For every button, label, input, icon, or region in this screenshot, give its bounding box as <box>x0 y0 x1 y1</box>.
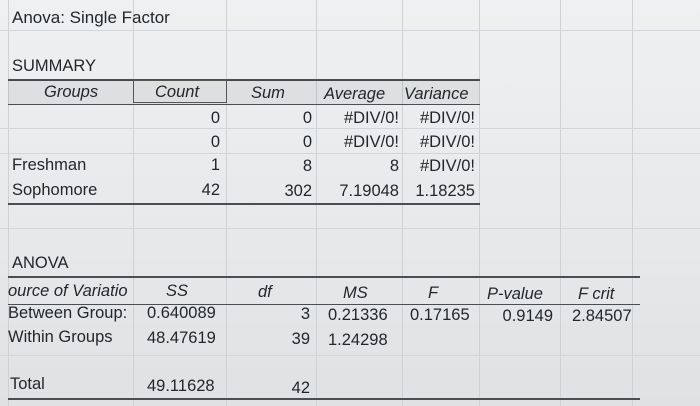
anova-bottom-rule <box>8 398 640 400</box>
grid-line <box>560 0 561 406</box>
average-value: #DIV/0! <box>343 133 399 151</box>
ss-value: 48.47619 <box>147 329 216 347</box>
total-ss-value: 49.11628 <box>147 377 215 395</box>
sum-value: 0 <box>302 133 312 151</box>
sum-value: 0 <box>302 109 312 127</box>
variance-value: #DIV/0! <box>419 157 475 175</box>
group-name: Sophomore <box>12 181 98 199</box>
variance-value: #DIV/0! <box>419 133 475 151</box>
ss-value: 0.640089 <box>147 304 216 322</box>
ms-value: 0.21336 <box>328 306 388 324</box>
header-count: Count <box>155 83 200 101</box>
summary-label: SUMMARY <box>12 57 97 75</box>
group-name: Freshman <box>12 156 87 174</box>
anova-title: Anova: Single Factor <box>12 8 170 27</box>
header-f: F <box>428 284 439 302</box>
anova-top-rule <box>8 276 640 278</box>
ms-value: 1.24298 <box>328 331 388 349</box>
total-df-value: 42 <box>291 379 310 397</box>
average-value: 7.19048 <box>339 182 399 200</box>
summary-header-rule <box>8 104 480 105</box>
grid-line <box>0 30 700 31</box>
variance-value: #DIV/0! <box>419 109 475 127</box>
sum-value: 8 <box>302 157 312 175</box>
f-crit-value: 2.84507 <box>572 307 632 325</box>
count-value: 0 <box>210 109 220 127</box>
header-f-crit: F crit <box>578 285 615 303</box>
summary-header-band <box>8 80 480 104</box>
average-value: 8 <box>389 157 399 175</box>
grid-line <box>0 355 700 356</box>
p-value: 0.9149 <box>502 307 553 325</box>
header-ss: SS <box>166 282 189 300</box>
selected-cell-outline[interactable] <box>133 80 227 103</box>
df-value: 39 <box>291 330 310 348</box>
anova-header-rule <box>8 304 640 305</box>
grid-line <box>632 0 633 406</box>
header-p-value: P-value <box>487 285 543 303</box>
header-groups: Groups <box>44 83 99 101</box>
header-average: Average <box>324 85 386 103</box>
variance-value: 1.18235 <box>415 182 475 200</box>
grid-line <box>0 228 700 229</box>
count-value: 42 <box>201 181 220 199</box>
sum-value: 302 <box>284 182 312 200</box>
header-source-of-variation: ource of Variatio <box>8 282 128 300</box>
header-variance: Variance <box>404 85 469 103</box>
grid-line <box>0 153 700 154</box>
count-value: 1 <box>210 156 220 174</box>
count-value: 0 <box>210 133 220 151</box>
summary-bottom-rule <box>8 203 480 205</box>
anova-label: ANOVA <box>12 254 69 272</box>
grid-line <box>0 128 700 129</box>
average-value: #DIV/0! <box>343 109 399 127</box>
source-name: Within Groups <box>8 328 113 346</box>
header-sum: Sum <box>251 84 285 102</box>
header-ms: MS <box>343 284 368 302</box>
f-value: 0.17165 <box>410 306 470 324</box>
total-label: Total <box>10 375 45 393</box>
summary-top-rule <box>8 79 480 81</box>
header-df: df <box>258 283 272 301</box>
source-name: Between Group: <box>8 304 128 322</box>
df-value: 3 <box>300 305 310 323</box>
